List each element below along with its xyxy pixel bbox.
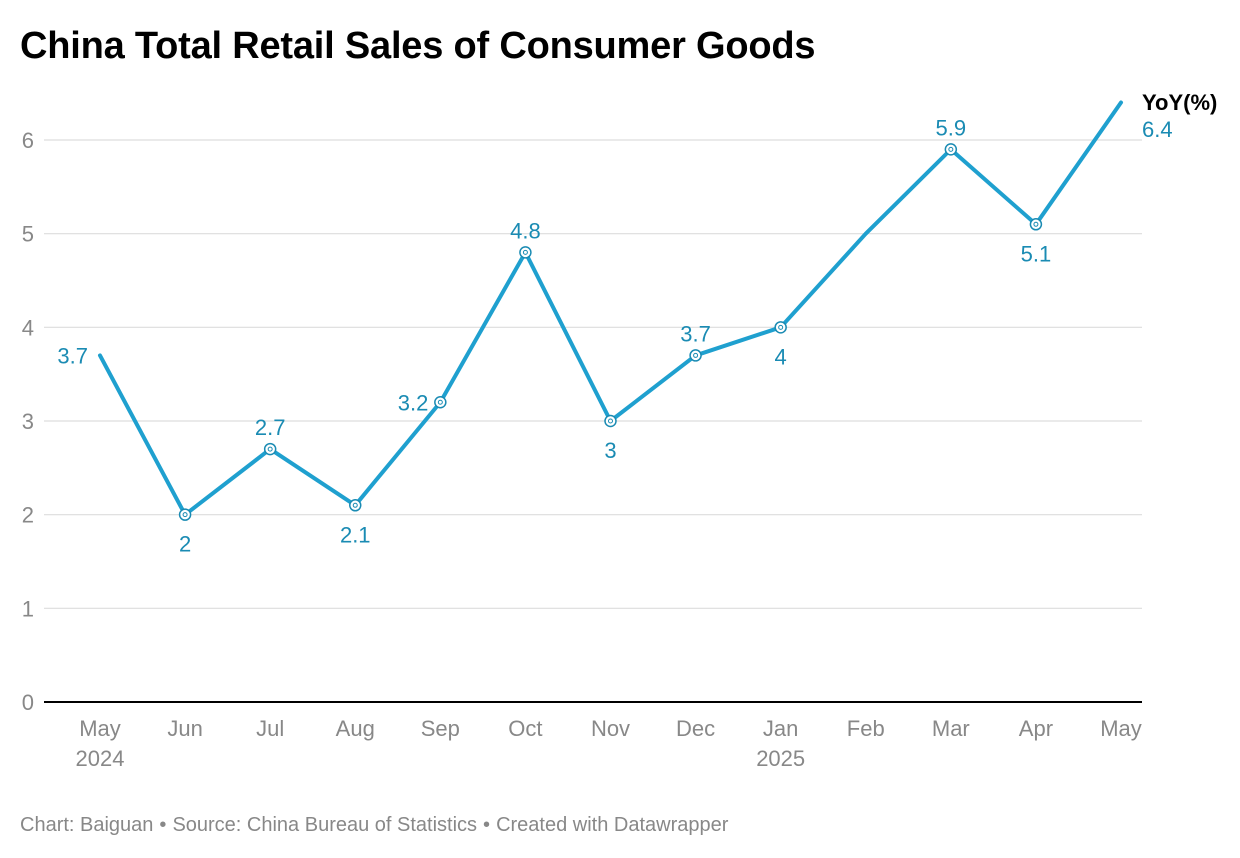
data-value-label: 4.8 xyxy=(510,218,541,243)
data-value-label: 2.7 xyxy=(255,415,286,440)
x-tick-label-line: May xyxy=(1100,716,1142,741)
x-tick-label-line: Nov xyxy=(591,716,630,741)
x-tick-label-line: Feb xyxy=(847,716,885,741)
data-value-label: 2.1 xyxy=(340,522,371,547)
x-tick-label: Jan 2025 xyxy=(756,716,805,771)
x-tick-label: Nov xyxy=(591,716,630,741)
x-tick-label: Jul xyxy=(256,716,284,741)
data-markers xyxy=(178,143,1043,521)
data-point-marker-inner xyxy=(522,249,528,255)
data-value-label: 4 xyxy=(775,344,787,369)
y-tick-label: 6 xyxy=(22,128,34,153)
data-value-label: 2 xyxy=(179,532,191,557)
x-tick-label: Oct xyxy=(508,716,542,741)
data-value-label: 3.7 xyxy=(680,321,711,346)
data-value-label: 6.4 xyxy=(1142,117,1173,142)
x-tick-label: May 2024 xyxy=(76,716,125,771)
data-point-marker xyxy=(349,499,362,512)
x-tick-label: Dec xyxy=(676,716,715,741)
data-point-marker xyxy=(519,246,532,259)
x-tick-label-line: May xyxy=(79,716,121,741)
data-point-marker-inner xyxy=(182,512,188,518)
y-tick-label: 2 xyxy=(22,503,34,528)
data-point-marker xyxy=(944,143,958,156)
data-point-marker xyxy=(689,349,702,362)
y-tick-label: 4 xyxy=(22,315,34,340)
x-tick-label-line: Sep xyxy=(421,716,460,741)
x-tick-label-line: Oct xyxy=(508,716,542,741)
x-tick-label-line: Mar xyxy=(932,716,970,741)
x-axis-ticks: May 2024 Jun Jul Aug Sep Oct Nov Dec Jan 2025 Feb Ma… xyxy=(76,716,1142,771)
x-tick-label: Mar xyxy=(932,716,970,741)
x-tick-label-line: Dec xyxy=(676,716,715,741)
x-tick-label: Feb xyxy=(847,716,885,741)
data-value-label: 3 xyxy=(604,438,616,463)
x-tick-label-line: Jul xyxy=(256,716,284,741)
line-chart: 0 1 2 3 4 5 6 May 2024 Jun Jul Aug Sep Oct Nov Dec Jan 2… xyxy=(22,90,1218,771)
x-tick-label: Jun xyxy=(167,716,202,741)
data-value-label: 3.2 xyxy=(398,390,429,415)
data-point-marker-inner xyxy=(948,146,954,152)
data-point-marker-inner xyxy=(1033,221,1039,227)
y-tick-label: 0 xyxy=(22,690,34,715)
chart-title: China Total Retail Sales of Consumer Goo… xyxy=(20,25,816,67)
y-tick-label: 5 xyxy=(22,222,34,247)
data-point-marker xyxy=(604,414,617,428)
x-tick-label: May xyxy=(1100,716,1142,741)
x-tick-label-line: 2025 xyxy=(756,746,805,771)
footer-separator: • xyxy=(159,814,167,836)
footer-separator: • xyxy=(483,814,491,836)
grid-lines xyxy=(44,139,1142,703)
data-value-label: 5.1 xyxy=(1021,241,1052,266)
data-point-marker-inner xyxy=(267,446,273,452)
data-point-marker-inner xyxy=(693,352,699,358)
data-value-label: 3.7 xyxy=(57,343,88,368)
x-tick-label-line: 2024 xyxy=(76,746,125,771)
data-point-marker-inner xyxy=(352,502,358,508)
x-tick-label-line: Apr xyxy=(1019,716,1053,741)
data-point-marker xyxy=(774,321,787,334)
footer-source: Source: China Bureau of Statistics xyxy=(172,814,478,836)
footer-chart-credit: Chart: Baiguan xyxy=(20,814,154,836)
data-point-marker-inner xyxy=(778,324,784,330)
x-tick-label: Sep xyxy=(421,716,460,741)
series-name-label: YoY(%) xyxy=(1142,90,1217,115)
x-tick-label: Apr xyxy=(1019,716,1053,741)
data-point-marker xyxy=(434,396,447,409)
y-axis-ticks: 0 1 2 3 4 5 6 xyxy=(22,128,34,715)
x-tick-label: Aug xyxy=(336,716,375,741)
chart-footer: Chart: Baiguan • Source: China Bureau of S… xyxy=(20,812,728,838)
data-point-marker-inner xyxy=(608,418,613,424)
data-point-marker-inner xyxy=(437,399,443,405)
data-point-marker xyxy=(178,508,192,521)
x-tick-label-line: Aug xyxy=(336,716,375,741)
x-tick-label-line: Jun xyxy=(167,716,202,741)
data-point-marker xyxy=(1029,218,1043,231)
y-tick-label: 3 xyxy=(22,409,34,434)
data-point-marker xyxy=(263,442,277,456)
data-value-label: 5.9 xyxy=(936,115,967,140)
y-tick-label: 1 xyxy=(22,596,34,621)
footer-created-with: Created with Datawrapper xyxy=(496,814,729,836)
x-tick-label-line: Jan xyxy=(763,716,798,741)
